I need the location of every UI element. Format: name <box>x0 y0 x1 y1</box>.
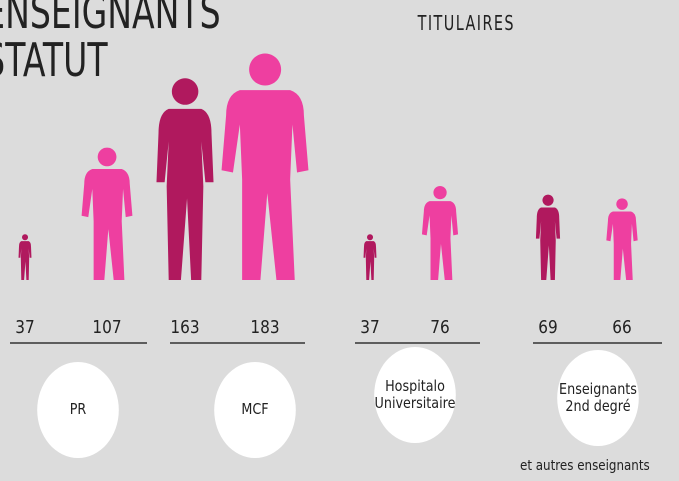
value-label: 37 <box>15 316 34 338</box>
person-silhouette <box>222 54 309 280</box>
value-label: 37 <box>360 316 379 338</box>
category-label: MCF <box>214 362 296 458</box>
value-label: 76 <box>430 316 449 338</box>
person-silhouette <box>536 195 560 280</box>
subtitle: TITULAIRES <box>417 13 515 36</box>
value-label: 107 <box>92 316 121 338</box>
person-silhouette <box>606 198 637 280</box>
category-label: Enseignants 2nd degré <box>557 350 639 446</box>
person-silhouette <box>364 234 377 280</box>
person-silhouette <box>156 78 213 280</box>
person-silhouette <box>19 234 32 280</box>
person-silhouette <box>422 186 458 280</box>
title-line-1: ENSEIGNANTS <box>0 0 221 39</box>
footnote: et autres enseignants <box>520 458 673 474</box>
value-label: 183 <box>250 316 279 338</box>
infographic: ENSEIGNANTS STATUT TITULAIRES 37 107 163 18… <box>0 0 679 481</box>
value-label: 163 <box>170 316 199 338</box>
category-label: PR <box>37 362 119 458</box>
category-label: Hospitalo Universitaire <box>374 347 456 443</box>
person-silhouette <box>82 148 133 280</box>
value-label: 66 <box>612 316 631 338</box>
value-label: 69 <box>538 316 557 338</box>
